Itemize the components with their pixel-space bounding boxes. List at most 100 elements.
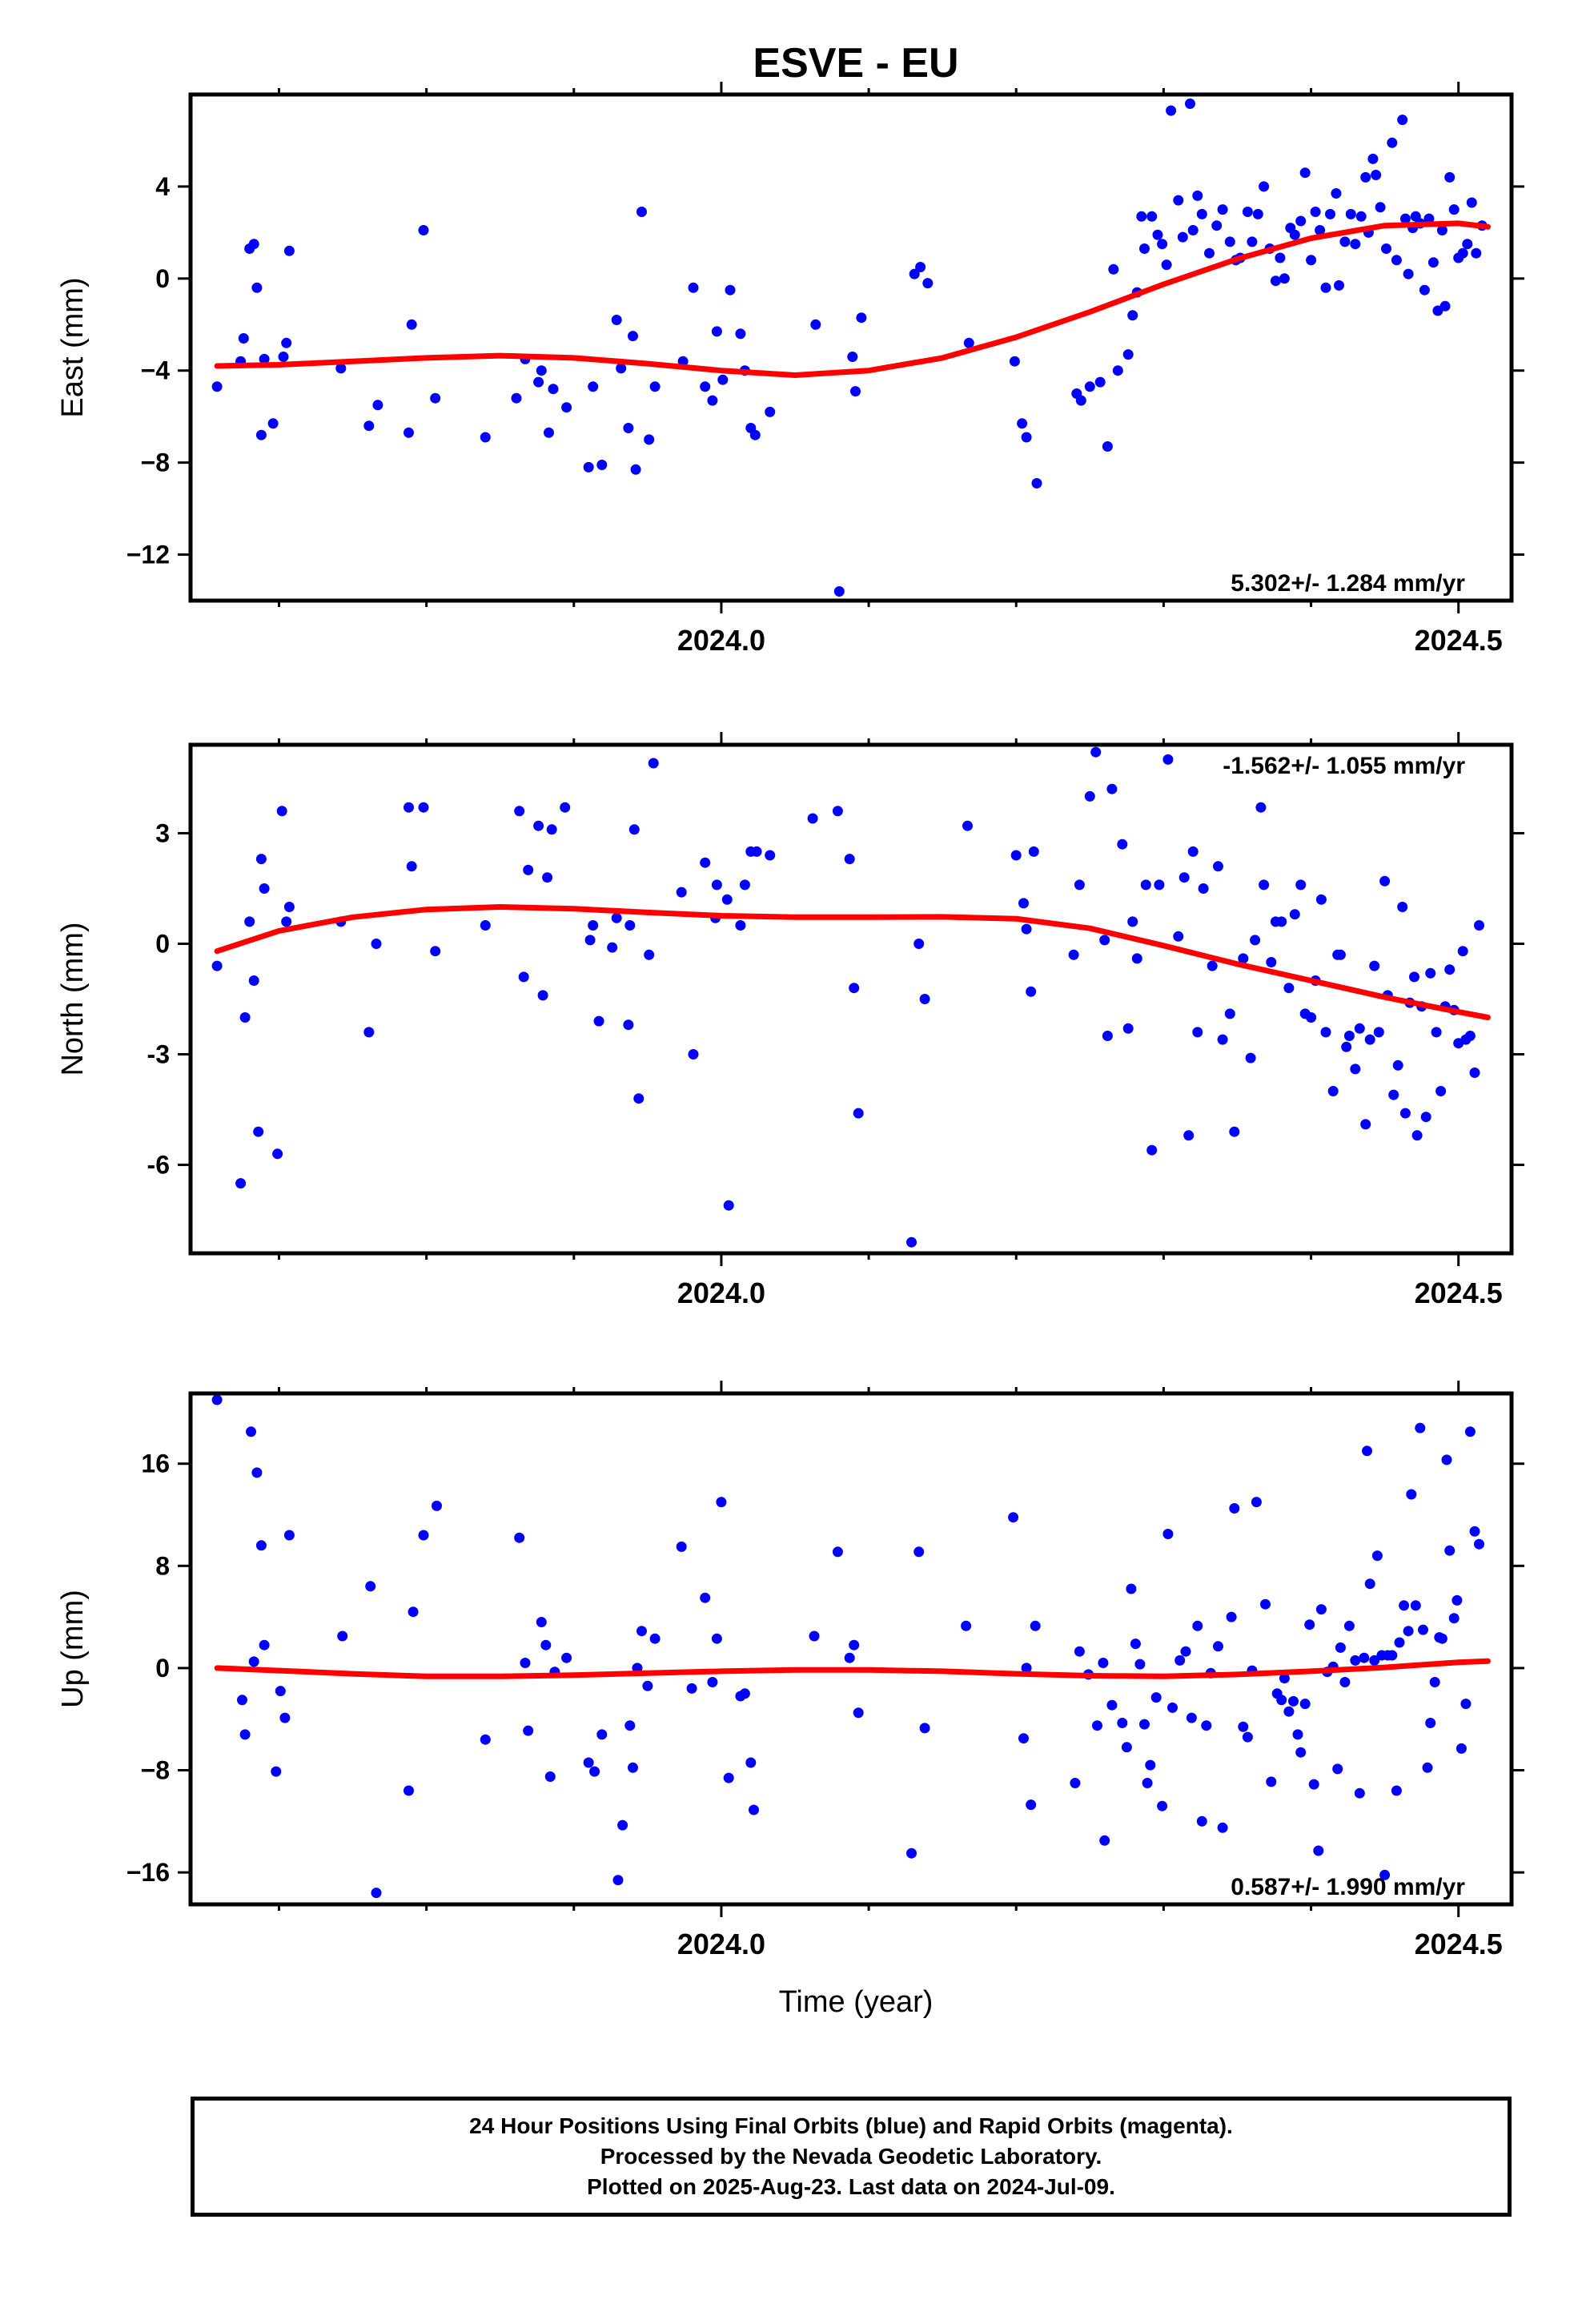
data-point	[1367, 153, 1379, 164]
y-tick-label: −4	[141, 356, 171, 385]
x-tick-label: 2024.0	[677, 1277, 765, 1309]
data-point	[1162, 1529, 1174, 1539]
data-point	[246, 1426, 256, 1437]
data-point	[688, 1049, 699, 1059]
data-point	[533, 820, 544, 831]
data-point	[404, 427, 414, 438]
data-point	[624, 920, 636, 931]
data-point	[259, 1639, 270, 1651]
data-point	[251, 282, 263, 293]
data-point	[1304, 1619, 1315, 1630]
data-point	[1354, 1023, 1365, 1034]
data-point	[283, 1530, 295, 1541]
data-point	[1429, 1677, 1440, 1687]
x-tick-label: 2024.5	[1415, 1928, 1503, 1960]
data-point	[1157, 1800, 1168, 1811]
data-point	[1224, 1008, 1235, 1019]
data-points	[211, 99, 1488, 597]
data-point	[1306, 1012, 1317, 1023]
data-point	[1140, 879, 1151, 891]
data-point	[1464, 1426, 1476, 1437]
data-point	[1425, 967, 1436, 979]
data-point	[1098, 1658, 1109, 1668]
data-point	[1444, 964, 1456, 975]
data-point	[1308, 1779, 1319, 1790]
trend-line	[214, 220, 1491, 378]
data-point	[1423, 213, 1435, 224]
data-point	[1387, 137, 1398, 148]
data-point	[1030, 1620, 1041, 1631]
data-point	[1017, 418, 1028, 429]
data-point	[1192, 190, 1203, 201]
data-point	[1090, 746, 1102, 758]
data-point	[1245, 1052, 1256, 1063]
plot-frame	[188, 92, 1514, 603]
data-point	[406, 861, 417, 872]
data-point	[1180, 1646, 1191, 1657]
data-point	[1388, 1089, 1399, 1100]
data-point	[275, 1686, 286, 1697]
data-point	[849, 983, 860, 994]
data-point	[363, 1027, 375, 1038]
x-tick-label: 2024.0	[677, 1928, 765, 1960]
data-point	[561, 1652, 572, 1663]
data-point	[853, 1108, 864, 1119]
data-point	[1084, 790, 1095, 802]
data-point	[906, 1848, 917, 1859]
data-point	[480, 920, 491, 931]
data-point	[1397, 902, 1408, 912]
data-point	[649, 1633, 661, 1644]
data-point	[1068, 949, 1079, 960]
data-point	[1469, 1068, 1480, 1078]
data-point	[707, 1677, 718, 1687]
data-point	[1457, 247, 1468, 259]
data-point	[700, 857, 711, 868]
data-point	[1185, 99, 1195, 109]
data-point	[1444, 171, 1456, 183]
data-point	[1250, 935, 1261, 946]
data-point	[1031, 478, 1042, 489]
data-point	[480, 432, 491, 443]
y-tick-label: -3	[147, 1040, 170, 1069]
data-point	[1474, 920, 1484, 931]
data-point	[1217, 1822, 1228, 1833]
data-point	[847, 352, 858, 362]
data-point	[281, 916, 292, 927]
data-point	[853, 1707, 864, 1719]
data-point	[849, 1639, 860, 1651]
data-point	[716, 1497, 727, 1508]
data-point	[540, 1639, 552, 1651]
data-point	[765, 850, 776, 861]
data-point	[1359, 1652, 1370, 1663]
data-point	[1196, 208, 1207, 219]
data-point	[1094, 376, 1106, 388]
data-point	[1021, 432, 1032, 443]
data-point	[810, 319, 821, 330]
data-point	[1283, 983, 1295, 994]
plot-frame	[188, 742, 1514, 1256]
data-point	[1217, 1034, 1228, 1045]
data-point	[1146, 1144, 1158, 1156]
data-point	[1315, 894, 1327, 905]
data-point	[1403, 268, 1414, 279]
data-point	[735, 920, 746, 931]
data-point	[211, 381, 223, 392]
data-point	[1327, 1086, 1339, 1096]
data-point	[1026, 986, 1037, 997]
footer-line-3: Plotted on 2025-Aug-23. Last data on 202…	[587, 2174, 1115, 2199]
panel-3: −16 −8 0 8 16 2024.0 2024.5 Up (mm) 0.587+/- 1.9…	[56, 1381, 1524, 1960]
data-point	[1375, 202, 1386, 213]
data-point	[1270, 275, 1281, 287]
data-point	[1192, 1027, 1203, 1038]
data-point	[546, 824, 557, 835]
data-point	[1127, 310, 1138, 321]
data-point	[723, 1772, 734, 1783]
data-point	[700, 381, 711, 392]
data-point	[1139, 243, 1150, 254]
data-point	[548, 384, 559, 395]
data-point	[1332, 1763, 1343, 1775]
data-point	[1070, 1778, 1081, 1788]
data-point	[1008, 1512, 1019, 1523]
data-point	[1320, 1027, 1331, 1038]
data-point	[583, 1757, 594, 1768]
